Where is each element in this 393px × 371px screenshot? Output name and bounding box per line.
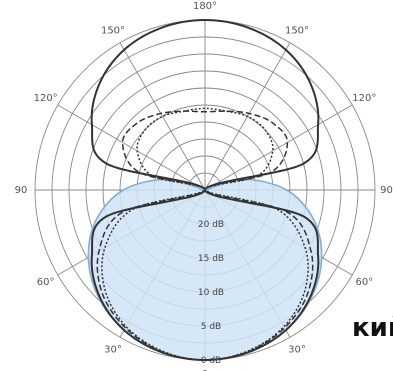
angle-label: 150°: [285, 26, 309, 37]
db-label: 5 dB: [201, 322, 221, 332]
series-figure-eight: [90, 18, 320, 362]
grid-spoke: [204, 104, 353, 191]
angle-label: 0: [202, 369, 208, 371]
series-supercardioid: [101, 107, 309, 361]
angle-label: 180°: [193, 1, 217, 12]
angle-label: 150°: [101, 26, 125, 37]
polar-labels: 180° 150° 150° 120° 120° 90° 90 60° 60° 30° 30° 0 20…: [15, 1, 393, 371]
angle-label: 120°: [352, 93, 376, 104]
db-label: 15 dB: [198, 254, 224, 264]
fragment-text: кий: [352, 313, 393, 343]
angle-label: 90°: [380, 185, 393, 196]
angle-label: 30°: [288, 344, 306, 355]
angle-label: 60°: [355, 277, 373, 288]
angle-label: 30°: [104, 344, 122, 355]
db-label: 20 dB: [198, 220, 224, 230]
series-cardioid: [87, 178, 323, 361]
angle-label: 90: [15, 185, 28, 196]
grid-spoke: [57, 104, 206, 191]
polar-series: [87, 18, 323, 362]
series-hypercardioid: [96, 110, 314, 361]
angle-label: 120°: [34, 93, 58, 104]
grid-spoke: [119, 42, 206, 191]
angle-label: 60°: [37, 277, 55, 288]
db-label: 0 dB: [201, 356, 221, 366]
db-label: 10 dB: [198, 288, 224, 298]
